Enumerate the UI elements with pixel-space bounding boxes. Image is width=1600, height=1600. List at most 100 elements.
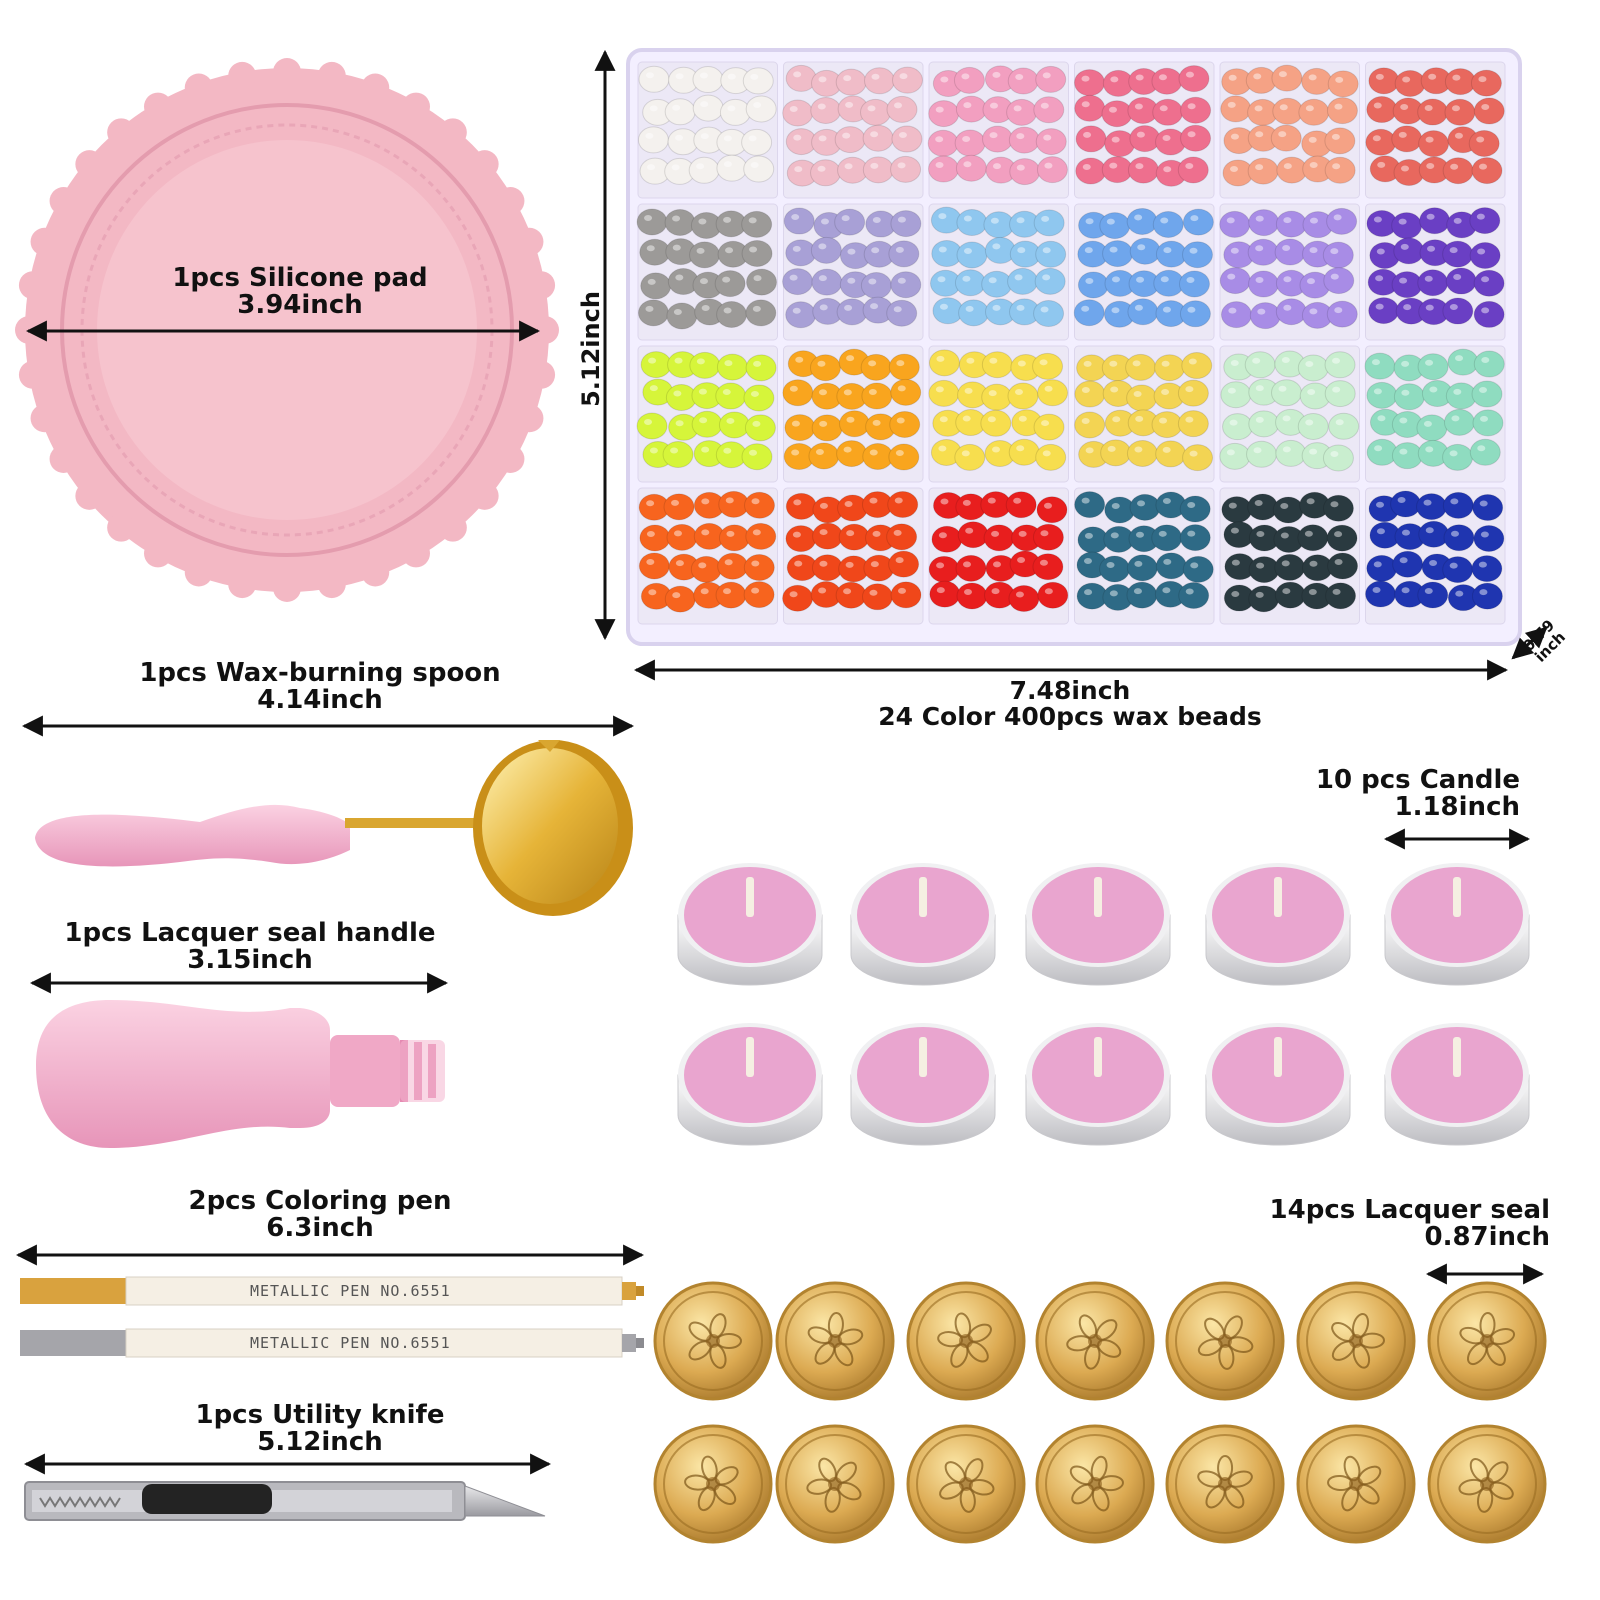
wax-bead-compartment: [1219, 345, 1360, 483]
wax-bead: [835, 581, 867, 609]
wax-bead: [1366, 96, 1398, 124]
wax-bead: [1471, 380, 1503, 408]
wax-bead: [1126, 384, 1158, 412]
wax-bead: [810, 159, 842, 187]
wax-bead: [1442, 297, 1474, 325]
wax-bead: [982, 125, 1014, 153]
wax-bead: [1151, 411, 1183, 439]
wax-bead: [1033, 209, 1065, 237]
pad-scallop: [75, 481, 104, 510]
sakura-icon: [1035, 1424, 1155, 1544]
wax-bead: [1471, 555, 1503, 583]
seal-label: 14pcs Lacquer seal 0.87inch: [1230, 1195, 1550, 1252]
pad-scallop: [144, 92, 172, 121]
wax-bead: [953, 66, 985, 94]
wax-bead: [1324, 127, 1356, 155]
wax-bead: [1005, 491, 1037, 519]
swans-icon: [1296, 1424, 1416, 1544]
candle: [850, 1023, 996, 1146]
wax-bead: [1364, 352, 1396, 380]
coloring-pens: [20, 1276, 644, 1358]
spoon-label: 1pcs Wax-burning spoon 4.14inch: [120, 658, 520, 716]
seal-handle-label: 1pcs Lacquer seal handle 3.15inch: [40, 919, 460, 975]
pad-scallop: [30, 227, 59, 256]
pad-scallop: [273, 58, 301, 86]
wax-bead: [1275, 439, 1307, 467]
wax-bead: [1444, 68, 1476, 96]
wax-bead: [1178, 582, 1210, 610]
wax-bead: [1008, 585, 1040, 613]
wax-bead-compartment: [1074, 61, 1215, 199]
wax-bead: [955, 554, 987, 582]
wax-bead: [1365, 128, 1397, 156]
wax-bead: [1220, 381, 1252, 409]
wax-bead: [836, 440, 868, 468]
wax-box-height: 5.12inch: [577, 291, 605, 407]
wax-bead: [929, 580, 961, 608]
wax-bead: [1323, 267, 1355, 295]
candle: [677, 863, 823, 986]
wax-bead: [662, 441, 694, 469]
wax-bead: [1221, 496, 1253, 524]
wax-bead: [1182, 241, 1214, 269]
wax-bead: [1473, 300, 1505, 328]
seal-name: 14pcs Lacquer seal: [1269, 1195, 1550, 1225]
wax-bead: [639, 524, 671, 552]
pad-scallop: [361, 73, 390, 102]
wax-bead: [743, 384, 775, 412]
wax-bead: [1272, 496, 1304, 524]
tree-icon: [653, 1424, 773, 1544]
pad-scallop: [228, 570, 257, 599]
pad-scallop: [18, 360, 47, 389]
wax-bead: [1324, 351, 1356, 379]
wax-bead: [1220, 301, 1252, 329]
wax-box-width: 7.48inch: [1009, 676, 1131, 705]
spoon-size: 4.14inch: [257, 685, 383, 716]
silicone-pad-size: 3.94inch: [237, 290, 363, 321]
wax-bead: [1248, 209, 1280, 237]
wax-bead: [1074, 69, 1106, 97]
pad-scallop: [107, 513, 136, 542]
wax-bead: [886, 95, 918, 123]
wax-bead: [1180, 96, 1212, 124]
wax-bead: [1274, 581, 1306, 609]
wax-bead: [714, 270, 746, 298]
wax-bead-compartment: [782, 61, 924, 199]
wax-bead: [716, 154, 748, 182]
spoon-name: 1pcs Wax-burning spoon: [139, 658, 501, 688]
gold-pen: [20, 1276, 644, 1306]
wax-bead: [1179, 495, 1211, 523]
wax-bead: [1442, 443, 1474, 471]
wax-bead: [1275, 298, 1307, 326]
wax-bead: [886, 299, 918, 327]
pad-scallop: [49, 445, 78, 473]
wax-bead: [957, 521, 989, 549]
candle-wick: [1453, 877, 1461, 917]
wax-bead: [1270, 124, 1302, 152]
wax-bead: [1368, 67, 1400, 95]
wax-bead-compartment: [782, 487, 924, 625]
pad-scallop: [496, 187, 525, 215]
wax-bead: [1445, 267, 1477, 295]
pen-imprint-text: METALLIC PEN NO.6551: [250, 1334, 451, 1352]
silver-pen-imprint: METALLIC PEN NO.6551: [250, 1334, 451, 1352]
wax-bead: [743, 155, 775, 183]
pad-scallop: [527, 271, 556, 300]
pad-scallop: [361, 558, 390, 587]
wax-bead: [1037, 581, 1069, 609]
wax-bead: [692, 66, 724, 94]
wax-bead: [1297, 524, 1329, 552]
wax-bead: [663, 493, 695, 521]
wax-bead: [1127, 298, 1159, 326]
wax-spoon: [35, 740, 633, 916]
pad-scallop: [107, 118, 136, 147]
wax-bead: [890, 378, 922, 406]
wax-bead: [636, 208, 668, 236]
wax-bead: [1442, 240, 1474, 268]
wax-box-label: 7.48inch 24 Color 400pcs wax beads: [850, 676, 1290, 731]
wax-bead: [1248, 270, 1280, 298]
wax-bead: [983, 524, 1015, 552]
pad-scallop: [515, 227, 544, 256]
wax-bead: [638, 65, 670, 93]
pad-scallop: [527, 360, 556, 389]
